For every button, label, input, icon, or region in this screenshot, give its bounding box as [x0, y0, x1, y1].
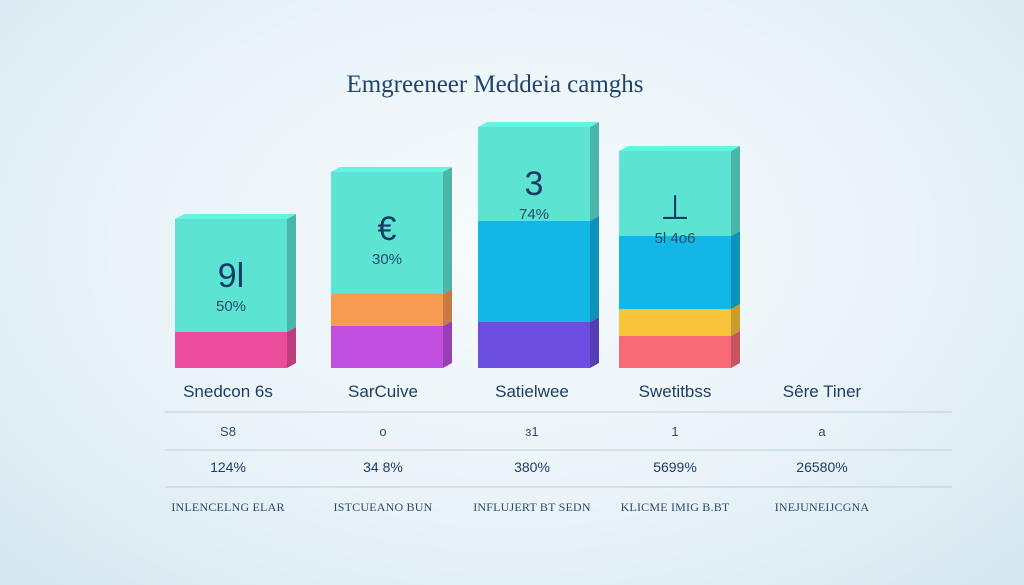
bar-segment-side [590, 317, 599, 368]
bar-segment-side [443, 321, 452, 368]
bar-segment-teal [175, 219, 287, 332]
table-cell: 1 [671, 424, 678, 439]
bar-segment-side [731, 146, 740, 236]
bar-segment-side [731, 331, 740, 368]
bar-segment-side [731, 304, 740, 336]
table-cell: o [379, 424, 386, 439]
bar-segment-purple [478, 322, 590, 368]
summary-table: Snedcon 6s SarCuive Satielwee Swetitbss Sêre… [165, 382, 952, 514]
bar-segment-orange [331, 294, 443, 326]
table-cell: S8 [220, 424, 236, 439]
table-cell: ɜ1 [525, 424, 538, 439]
table-cell: INFLUJERT BT SEDN [473, 500, 591, 514]
table-cell: INLENCELNG ELAR [171, 500, 284, 514]
table-cell: a [818, 424, 826, 439]
bar-big-label: ⊥ [660, 189, 690, 227]
category-label: Sêre Tiner [783, 382, 862, 401]
bar-segment-side [443, 289, 452, 326]
bar-segment-teal [331, 172, 443, 294]
bar-segment-coral [619, 336, 731, 368]
table-cell: KLICME IMIG B.BT [621, 500, 730, 514]
bar-segment-teal [619, 151, 731, 236]
bar-percent-label: 74% [519, 206, 549, 223]
table-cell: INEJUNEIJCGNA [775, 500, 870, 514]
bar-segment-side [287, 327, 296, 368]
bar-big-label: € [378, 210, 397, 248]
bar-segment-pink [175, 332, 287, 368]
bar-segment-side [443, 167, 452, 294]
table-cell: 26580% [796, 459, 847, 475]
table-cell: ISTCUEANO BUN [334, 500, 433, 514]
table-cell: 380% [514, 459, 550, 475]
bar-big-label: 9l [218, 257, 244, 295]
bar-segment-teal [478, 127, 590, 221]
bar-segment-side [590, 122, 599, 221]
bar-segment-blue [478, 221, 590, 322]
bar-segment-yellow [619, 309, 731, 336]
bar-top [619, 146, 740, 151]
bar-top [175, 214, 296, 219]
bar-segment-magenta [331, 326, 443, 368]
bar-segment-side [731, 231, 740, 309]
category-label: Satielwee [495, 382, 569, 401]
category-label: SarCuive [348, 382, 418, 401]
table-cell: 124% [210, 459, 246, 475]
category-label: Snedcon 6s [183, 382, 273, 401]
bar-percent-label: 30% [372, 251, 402, 268]
bar-percent-label: 50% [216, 298, 246, 315]
bar-top [331, 167, 452, 172]
bar-segment-blue [619, 236, 731, 309]
category-label: Swetitbss [639, 382, 712, 401]
table-cell: 34 8% [363, 459, 403, 475]
bar-2: €30% [331, 167, 452, 368]
bar-segment-side [590, 216, 599, 322]
bar-big-label: 3 [525, 165, 544, 203]
bar-segment-side [287, 214, 296, 332]
bar-4: ⊥ 5l 4o6 [619, 146, 740, 368]
chart-title: Emgreeneer Meddeia camghs [346, 71, 643, 98]
bar-3: 374% [478, 122, 599, 368]
bar-top [478, 122, 599, 127]
bar-percent-label: 5l 4o6 [655, 230, 696, 247]
table-cell: 5699% [653, 459, 697, 475]
